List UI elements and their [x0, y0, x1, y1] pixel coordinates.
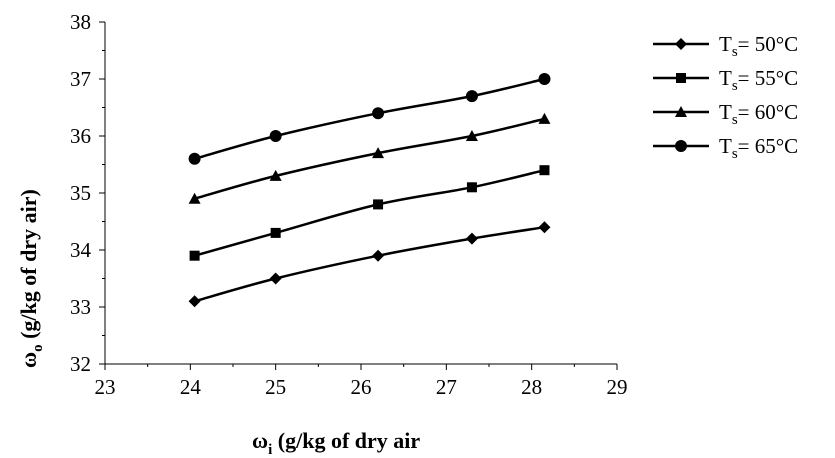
data-point-diamond	[372, 249, 385, 262]
y-tick-label: 38	[70, 10, 91, 34]
legend-label: Ts= 55°C	[719, 66, 798, 94]
series-1	[188, 221, 551, 308]
series-line	[194, 225, 545, 303]
y-axis-title-text: (g/kg of dry air)	[16, 189, 41, 344]
legend-marker-diamond	[675, 38, 687, 50]
legend-label-subscript: s	[732, 44, 738, 60]
y-axis-title: ωo (g/kg of dry air)	[16, 189, 46, 368]
series-3	[188, 112, 551, 204]
data-point-square	[189, 250, 200, 261]
y-axis-title-symbol: ω	[16, 352, 41, 368]
x-axis-title-text: (g/kg of dry air	[272, 428, 420, 453]
x-axis-title-subscript: i	[268, 442, 272, 458]
series-line	[194, 117, 545, 200]
series-2	[189, 165, 550, 261]
x-tick-label: 29	[607, 375, 628, 399]
y-tick-label: 32	[70, 352, 91, 376]
data-point-diamond	[269, 272, 282, 285]
legend-item-2: Ts= 55°C	[653, 66, 798, 94]
x-tick-labels: 23 24 25 26 27 28 29	[95, 375, 628, 399]
y-tick-label: 37	[70, 67, 91, 91]
series-4	[188, 73, 551, 165]
data-point-circle	[465, 90, 478, 103]
data-point-square	[373, 199, 384, 210]
data-point-diamond	[188, 295, 201, 308]
y-tick-label: 35	[70, 181, 91, 205]
data-point-circle	[188, 152, 201, 165]
legend-marker-circle	[675, 140, 687, 152]
data-point-circle	[372, 107, 385, 120]
x-tick-label: 26	[351, 375, 372, 399]
y-tick-label: 33	[70, 295, 91, 319]
legend-label-text: = 60°C	[738, 100, 799, 124]
x-axis-title: ωi (g/kg of dry air	[252, 428, 420, 458]
axes	[99, 21, 618, 370]
legend-label-text: = 65°C	[738, 134, 799, 158]
x-axis-title-symbol: ω	[252, 428, 268, 453]
legend-item-4: Ts= 65°C	[653, 134, 798, 162]
x-tick-label: 23	[95, 375, 116, 399]
data-point-triangle	[188, 192, 201, 204]
legend-label-subscript: s	[732, 78, 738, 94]
data-point-square	[539, 165, 550, 176]
legend-label-symbol: T	[719, 32, 732, 56]
data-point-triangle	[269, 169, 282, 181]
x-tick-label: 25	[265, 375, 286, 399]
y-tick-label: 36	[70, 124, 91, 148]
data-point-circle	[538, 73, 551, 85]
legend-label-text: = 55°C	[738, 66, 799, 90]
legend-label: Ts= 50°C	[719, 32, 798, 60]
legend-label-subscript: s	[732, 146, 738, 162]
legend-label-text: = 50°C	[738, 32, 799, 56]
data-point-diamond	[538, 221, 551, 234]
x-tick-label: 27	[436, 375, 457, 399]
legend-label-symbol: T	[719, 100, 732, 124]
y-tick-labels: 32 33 34 35 36 37 38	[70, 10, 92, 376]
series-line	[194, 77, 545, 161]
legend-label: Ts= 65°C	[719, 134, 798, 162]
x-tick-label: 24	[180, 375, 202, 399]
data-point-triangle	[538, 112, 551, 124]
legend-marker-triangle	[675, 106, 687, 117]
data-point-square	[466, 182, 477, 193]
data-point-triangle	[465, 130, 478, 141]
data-point-circle	[269, 130, 282, 142]
y-tick-label: 34	[70, 238, 92, 262]
legend-label: Ts= 60°C	[719, 100, 798, 128]
legend-label-subscript: s	[732, 112, 738, 128]
legend: Ts= 50°CTs= 55°CTs= 60°CTs= 65°C	[653, 32, 798, 162]
legend-item-3: Ts= 60°C	[653, 100, 798, 128]
series-group	[188, 73, 551, 308]
legend-item-1: Ts= 50°C	[653, 32, 798, 60]
data-point-diamond	[465, 232, 478, 245]
legend-label-symbol: T	[719, 66, 732, 90]
data-point-triangle	[372, 147, 385, 159]
legend-marker-square	[676, 73, 686, 83]
x-tick-label: 28	[521, 375, 542, 399]
legend-label-symbol: T	[719, 134, 732, 158]
data-point-square	[270, 227, 281, 238]
y-axis-title-subscript: o	[30, 344, 46, 352]
